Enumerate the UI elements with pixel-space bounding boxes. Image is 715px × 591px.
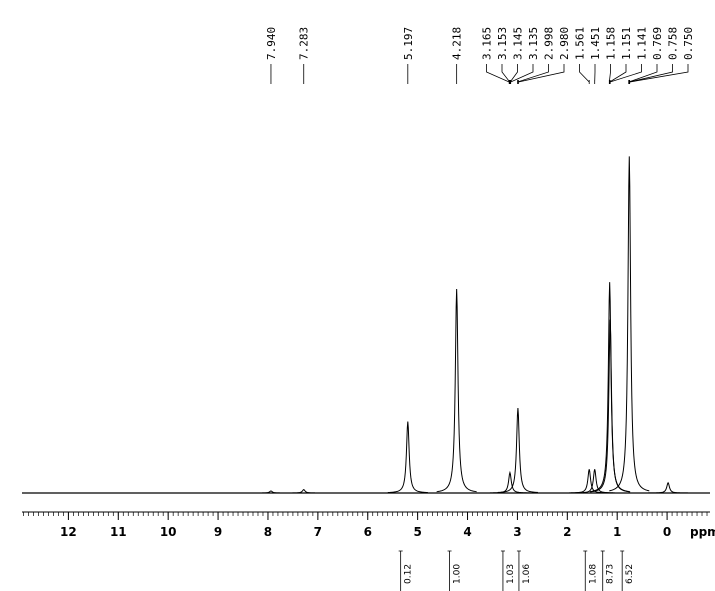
peak-label: 5.197 [402,27,415,60]
integral-bracket [600,550,605,591]
peak-label: 1.158 [605,27,618,60]
peak-connector [486,64,510,84]
integral-label: 1.03 [506,564,516,584]
integral-bracket [620,550,625,591]
peak-connector [518,64,565,84]
peak-label: 3.135 [527,27,540,60]
peak-connector [509,64,518,84]
peak-label: 1.451 [589,27,602,60]
peak-label: 0.750 [682,27,695,60]
peak-label: 7.283 [298,27,311,60]
peak-connector [609,64,642,84]
peak-label: 3.153 [496,27,509,60]
x-tick-label: 11 [110,525,127,539]
integral-label: 0.12 [404,564,414,584]
x-tick-label: 3 [513,525,521,539]
x-tick-label: 10 [160,525,177,539]
peak [387,421,428,494]
integral-bracket [500,550,505,591]
peak-label: 7.940 [265,27,278,60]
x-tick-label: 9 [214,525,222,539]
x-tick-label: 6 [364,525,372,539]
integral-label: 8.73 [606,564,616,584]
x-tick-label: 2 [563,525,571,539]
peak-connector [628,64,658,84]
peak [497,407,538,493]
peak-label: 4.218 [451,27,464,60]
integral-label: 1.06 [522,564,532,584]
x-tick-label: 0 [663,525,671,539]
peak-connector [629,64,689,84]
x-tick-label: 7 [314,525,322,539]
integral-bracket [583,550,588,591]
peak-connector [609,64,627,84]
x-tick-label: 4 [463,525,471,539]
peak-label: 1.561 [574,27,587,60]
integral-bracket [516,550,521,591]
peak [648,481,689,494]
peak-label: 2.980 [558,27,571,60]
peak [589,282,630,493]
x-tick-label: 1 [613,525,621,539]
x-tick-label: 5 [413,525,421,539]
x-axis-label: ppm [690,525,715,539]
peak-label: 2.998 [543,27,556,60]
peak [489,470,530,494]
x-tick-label: 8 [264,525,272,539]
peak-label: 1.141 [636,27,649,60]
integral-label: 1.08 [588,564,598,584]
x-tick-label: 12 [60,525,77,539]
peak-connector [510,64,534,84]
peak-label: 0.758 [667,27,680,60]
peak [283,489,324,494]
peak-label: 3.165 [481,27,494,60]
integral-label: 6.52 [625,564,635,584]
peak [436,288,477,493]
peak [590,319,631,493]
peak [609,156,650,492]
peak-connector [517,64,549,84]
integral-label: 1.00 [453,564,463,584]
peak-label: 0.769 [651,27,664,60]
integral-bracket [447,550,452,591]
integral-bracket [398,550,403,591]
peak [574,469,615,494]
peak-connector [579,64,590,84]
peak-connector [501,64,511,84]
peak-label: 3.145 [512,27,525,60]
peak-label: 1.151 [620,27,633,60]
